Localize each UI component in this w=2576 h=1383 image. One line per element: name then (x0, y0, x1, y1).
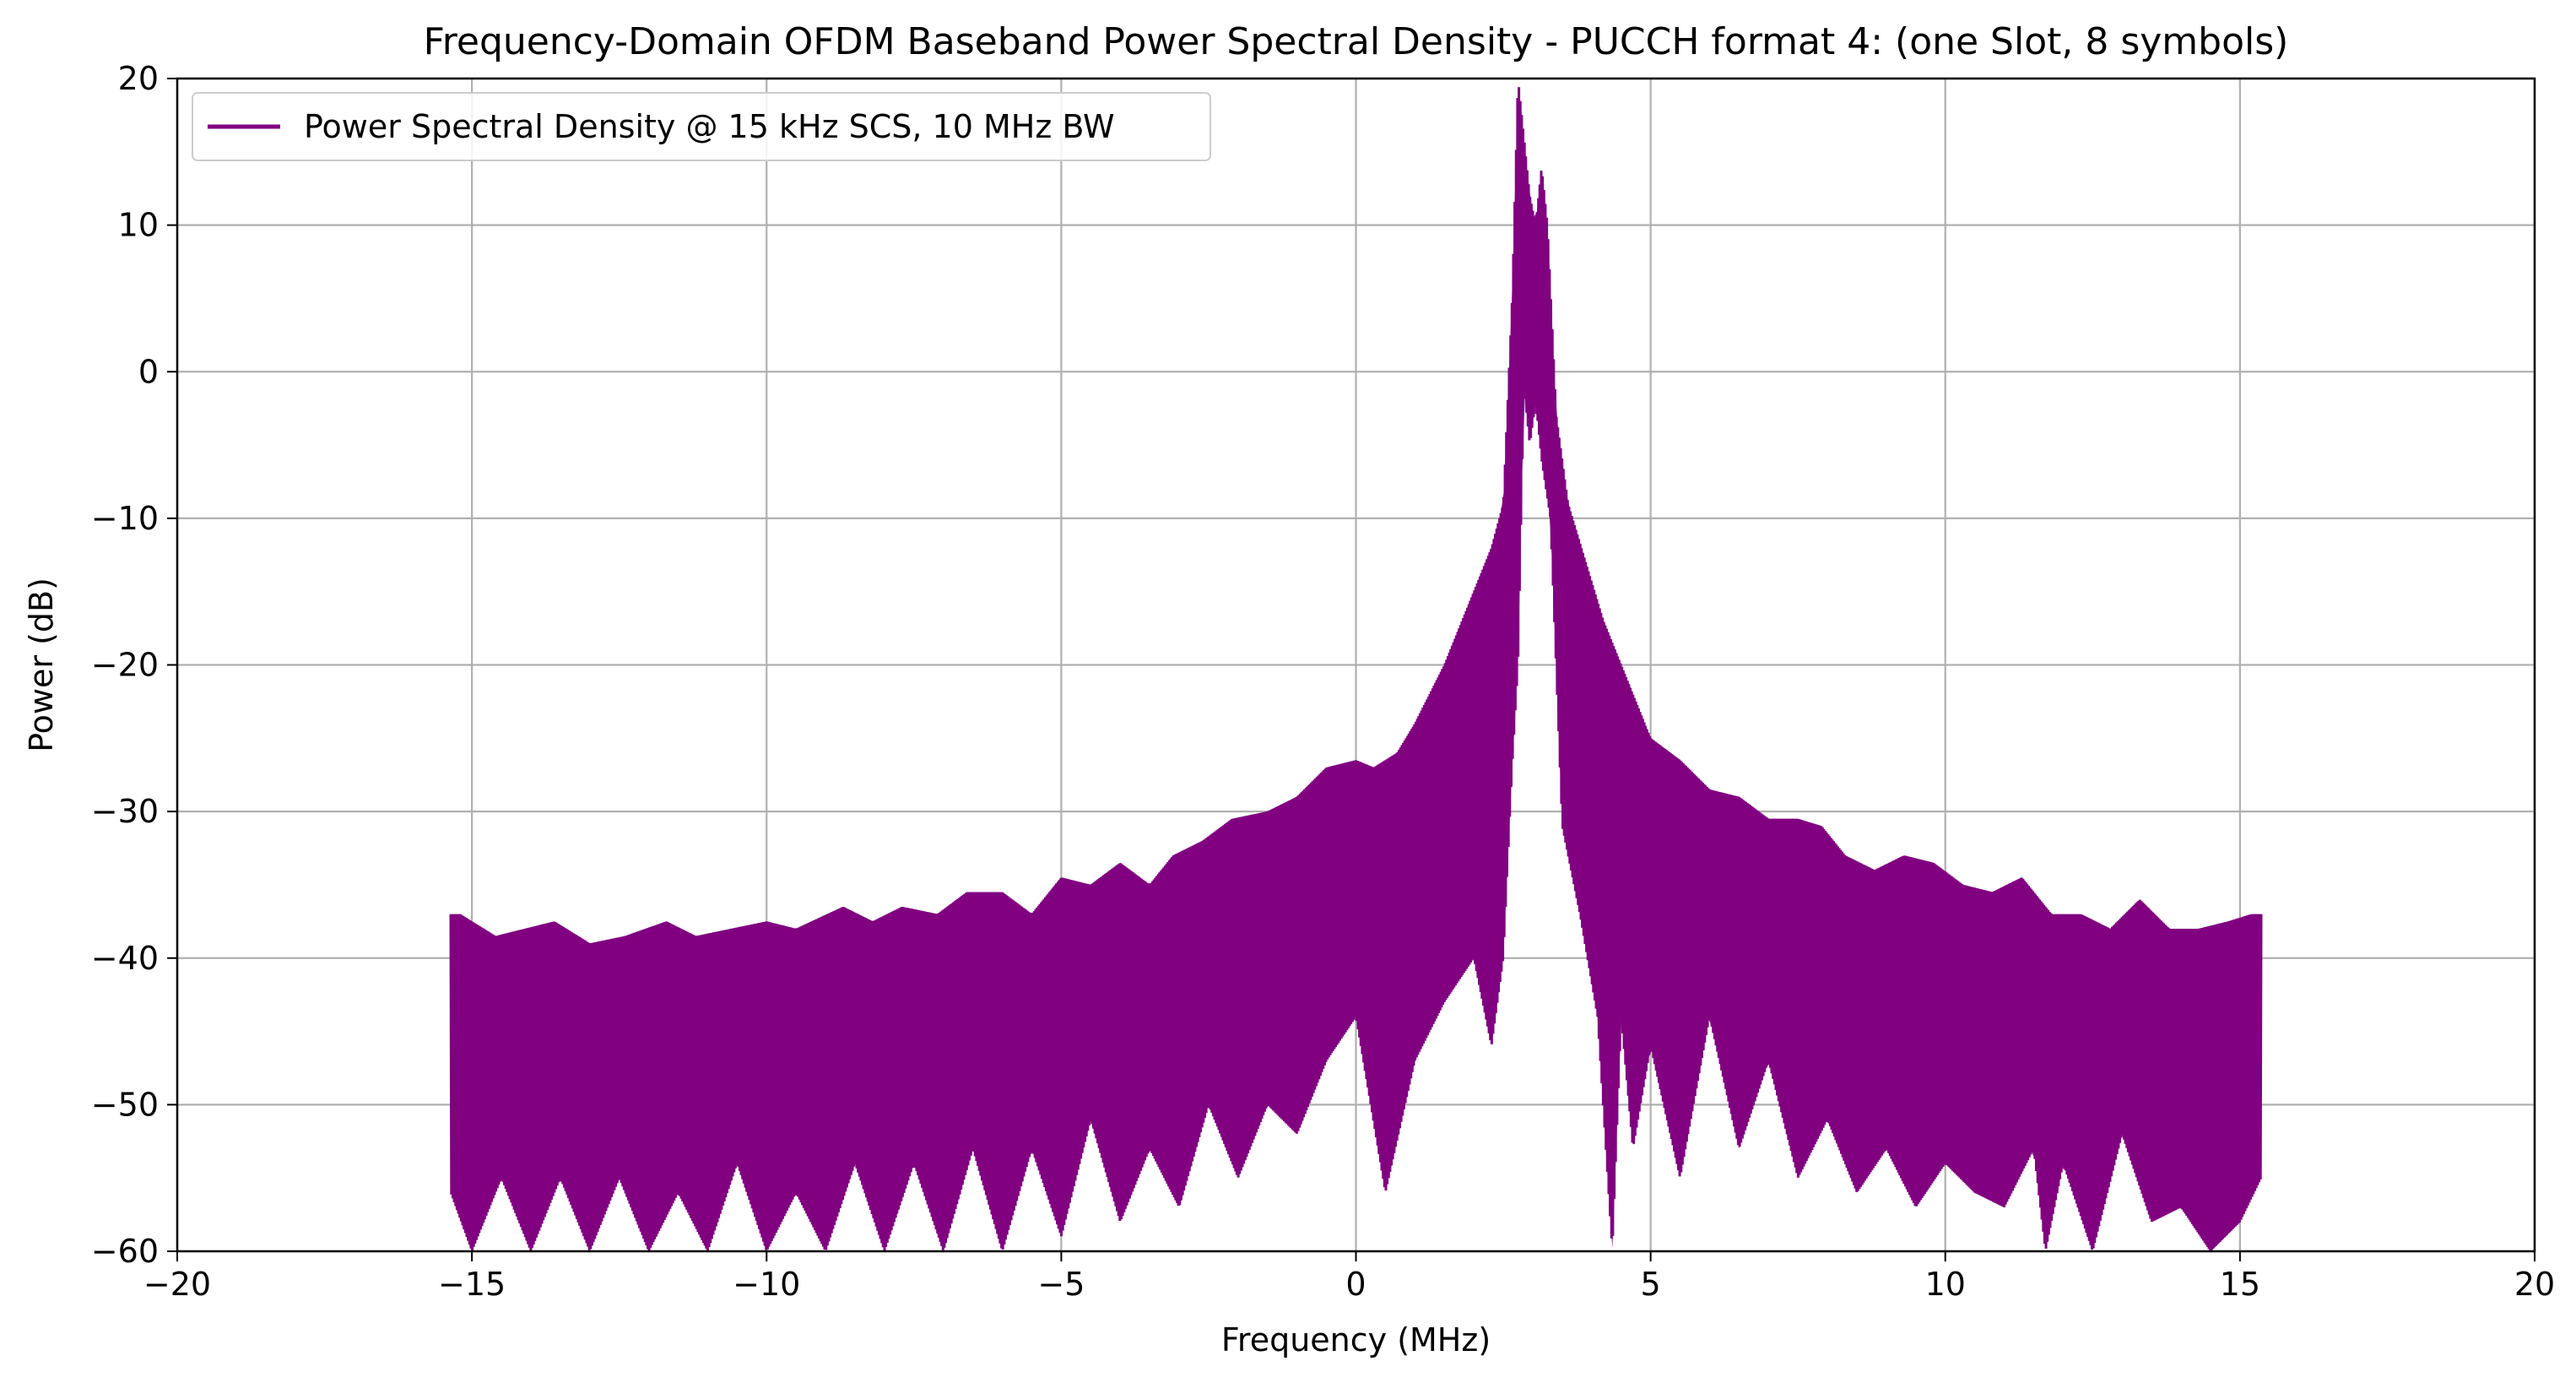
x-tick-label: −20 (143, 1266, 211, 1303)
x-axis-label: Frequency (MHz) (1221, 1321, 1491, 1359)
y-axis-label: Power (dB) (23, 578, 60, 752)
x-tick-label: −15 (438, 1266, 506, 1303)
y-tick-label: −10 (91, 500, 159, 537)
psd-series-fill (451, 87, 2261, 1251)
x-tick-label: −5 (1037, 1266, 1085, 1303)
y-tick-label: −40 (91, 940, 159, 977)
y-tick-label: 20 (118, 60, 159, 97)
chart-title: Frequency-Domain OFDM Baseband Power Spe… (424, 20, 2289, 63)
y-tick-label: −60 (91, 1233, 159, 1270)
y-tick-label: −20 (91, 647, 159, 684)
ticks: −20 −15 −10 −5 0 5 10 15 2020100−10−20−30−40−50−… (91, 60, 2555, 1303)
y-tick-label: 0 (138, 353, 159, 390)
x-tick-label: 10 (1925, 1266, 1966, 1303)
plot-area (449, 87, 2263, 1252)
y-tick-label: −30 (91, 793, 159, 830)
legend: Power Spectral Density @ 15 kHz SCS, 10 … (192, 92, 1211, 161)
y-tick-label: 10 (118, 207, 159, 244)
y-tick-label: −50 (91, 1086, 159, 1123)
legend-label: Power Spectral Density @ 15 kHz SCS, 10 … (304, 108, 1115, 145)
x-tick-label: −10 (733, 1266, 800, 1303)
legend-box (192, 92, 1211, 161)
x-tick-label: 20 (2514, 1266, 2555, 1303)
x-tick-label: 0 (1345, 1266, 1366, 1303)
x-tick-label: 5 (1641, 1266, 1661, 1303)
x-tick-label: 15 (2220, 1266, 2260, 1303)
